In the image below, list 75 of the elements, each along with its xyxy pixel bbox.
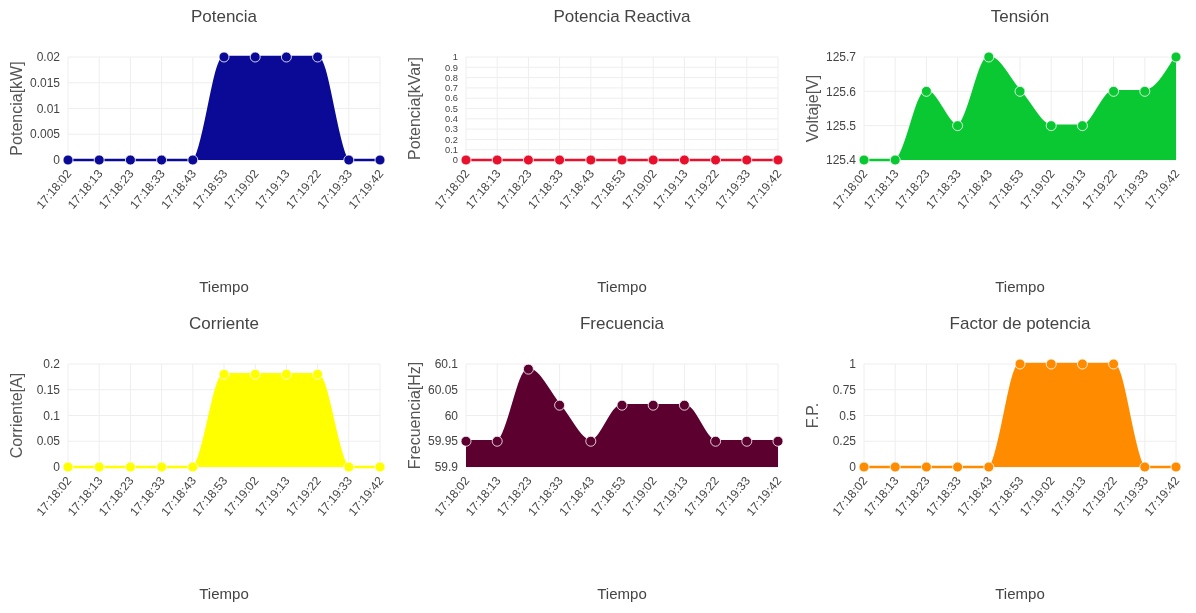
y-tick-label: 0.3 — [445, 124, 458, 135]
point — [889, 154, 901, 166]
point — [1014, 85, 1026, 97]
y-tick-label: 0 — [849, 460, 857, 475]
chart-title: Frecuencia — [579, 314, 665, 333]
point — [679, 399, 690, 411]
y-tick-label: 60.1 — [434, 357, 459, 372]
chart-title: Potencia — [190, 7, 258, 26]
y-tick-label: 0.01 — [36, 101, 61, 116]
y-tick-label: 0.2 — [43, 357, 61, 372]
point — [921, 85, 932, 97]
y-axis-title: Potencia[kW] — [8, 61, 25, 156]
y-tick-label: 0.05 — [36, 434, 61, 449]
point — [491, 435, 503, 447]
y-tick-label: 1 — [849, 357, 857, 372]
chart-title: Factor de potencia — [949, 314, 1091, 333]
chart-title: Potencia Reactiva — [553, 7, 692, 26]
y-tick-label: 0.25 — [832, 434, 857, 449]
y-tick-label: 60.05 — [427, 382, 459, 397]
x-axis-title: Tiempo — [995, 585, 1045, 602]
y-tick-label: 0.1 — [445, 144, 458, 155]
y-tick-label: 60 — [444, 408, 459, 423]
x-axis-title: Tiempo — [995, 278, 1045, 295]
chart-title: Tensión — [990, 7, 1050, 26]
point — [1170, 51, 1182, 63]
point — [741, 435, 753, 447]
y-tick-label: 0.7 — [445, 83, 458, 94]
y-tick-label: 0.4 — [445, 114, 458, 125]
point — [952, 120, 963, 132]
y-axis-title: Potencia[kVar] — [406, 57, 423, 160]
point — [523, 363, 534, 375]
y-axis-title: F.P. — [804, 402, 821, 429]
point — [647, 399, 659, 411]
point — [554, 399, 565, 411]
point — [1139, 85, 1151, 97]
y-tick-label: 125.5 — [825, 118, 857, 133]
y-tick-label: 125.4 — [825, 153, 857, 168]
y-tick-label: 0 — [53, 153, 61, 168]
y-tick-label: 125.6 — [825, 84, 857, 99]
y-axis-title: Voltaje[V] — [804, 74, 821, 143]
x-axis-title: Tiempo — [199, 585, 249, 602]
y-axis-title: Corriente[A] — [8, 372, 25, 459]
y-tick-label: 0 — [452, 155, 458, 166]
y-tick-label: 1 — [452, 52, 458, 63]
y-tick-label: 0.5 — [445, 103, 458, 114]
x-axis-title: Tiempo — [199, 278, 249, 295]
y-tick-label: 0.2 — [445, 134, 458, 145]
point — [1108, 85, 1119, 97]
y-tick-label: 0.9 — [445, 62, 458, 73]
point — [460, 435, 472, 447]
point — [858, 154, 870, 166]
point — [710, 435, 721, 447]
y-tick-label: 0.6 — [445, 93, 458, 104]
point — [1045, 120, 1057, 132]
y-tick-label: 0 — [53, 460, 61, 475]
point — [616, 399, 628, 411]
y-tick-label: 0.005 — [29, 127, 61, 142]
y-tick-label: 0.15 — [36, 382, 61, 397]
y-tick-label: 59.9 — [434, 460, 459, 475]
chart-title: Corriente — [189, 314, 259, 333]
y-tick-label: 59.95 — [427, 434, 459, 449]
y-tick-label: 0.8 — [445, 72, 458, 83]
y-tick-label: 0.02 — [36, 50, 61, 65]
y-axis-title: Frecuencia[Hz] — [406, 361, 423, 470]
y-tick-label: 125.7 — [825, 50, 857, 65]
point — [772, 435, 784, 447]
point — [1077, 120, 1088, 132]
y-tick-label: 0.75 — [832, 382, 857, 397]
point — [983, 51, 995, 63]
y-tick-label: 0.5 — [839, 408, 857, 423]
x-axis-title: Tiempo — [597, 585, 647, 602]
x-axis-title: Tiempo — [597, 278, 647, 295]
point — [585, 435, 597, 447]
y-tick-label: 0.015 — [29, 75, 61, 90]
y-tick-label: 0.1 — [43, 408, 61, 423]
